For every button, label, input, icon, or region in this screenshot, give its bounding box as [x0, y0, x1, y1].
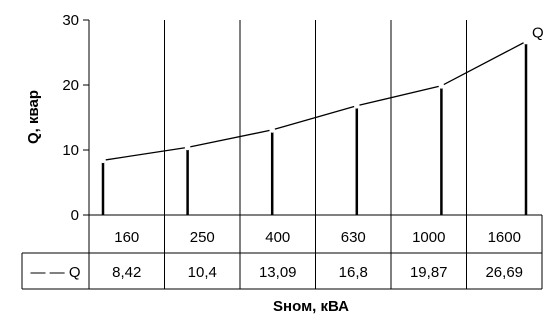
y-tick-label: 30 — [62, 12, 79, 29]
chart-frame — [21, 20, 543, 290]
y-tick-label: 20 — [62, 77, 79, 94]
x-category-labels: 160 250 400 630 1000 1600 — [114, 229, 521, 246]
x-category-label: 160 — [114, 229, 139, 246]
value-drop-lines — [101, 41, 528, 215]
vertical-grid — [164, 20, 467, 289]
data-point — [523, 38, 529, 45]
x-category-label: 1600 — [488, 229, 521, 246]
series-q: Q — [100, 25, 544, 164]
x-category-label: 1000 — [412, 229, 445, 246]
table-value-cell: 26,69 — [485, 264, 523, 281]
table-value-cell: 19,87 — [410, 264, 448, 281]
y-axis-title: Q, квар — [25, 90, 42, 144]
table-value-cell: 13,09 — [259, 264, 297, 281]
series-label: Q — [532, 25, 544, 42]
x-category-label: 400 — [265, 229, 290, 246]
table-legend-cell: — — Q — [30, 264, 80, 281]
data-table-row: — — Q 8,42 10,4 13,09 16,8 19,87 26,69 — [30, 264, 523, 281]
data-point — [438, 83, 445, 89]
y-tick-label: 10 — [62, 142, 79, 159]
table-value-cell: 8,42 — [112, 264, 141, 281]
data-point — [100, 157, 106, 164]
y-tick-label: 0 — [71, 207, 79, 224]
y-ticks: 0 10 20 30 — [62, 12, 89, 224]
data-point — [354, 103, 360, 109]
x-category-label: 630 — [341, 229, 366, 246]
x-axis-title: Sном, кВА — [273, 298, 349, 315]
series-line — [102, 40, 527, 161]
table-value-cell: 16,8 — [339, 264, 368, 281]
table-value-cell: 10,4 — [188, 264, 217, 281]
data-point — [269, 127, 276, 133]
x-category-label: 250 — [190, 229, 215, 246]
data-point — [184, 144, 191, 151]
